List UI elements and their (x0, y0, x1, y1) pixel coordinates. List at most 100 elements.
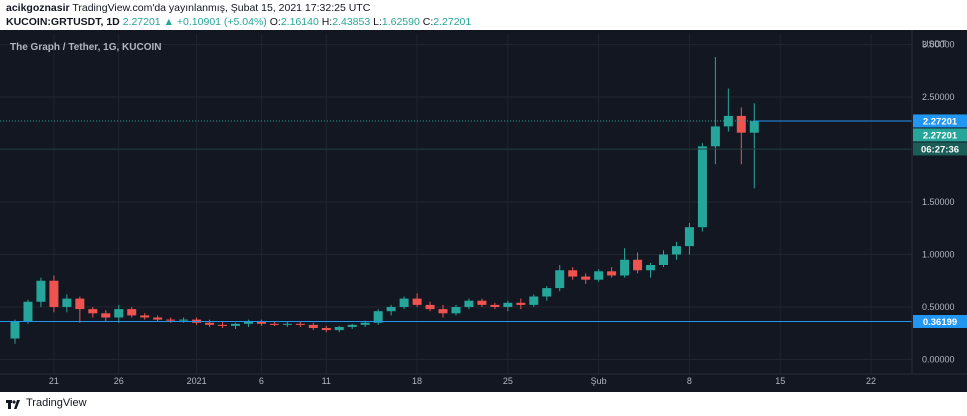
low-label: L: (373, 16, 382, 28)
candle (269, 321, 279, 326)
candlestick-chart[interactable]: The Graph / Tether, 1G, KUCOIN USDT 0.000… (0, 30, 967, 392)
y-tick-label: 3.00000 (922, 40, 955, 50)
candle (243, 319, 253, 327)
candle (723, 88, 733, 132)
candle (321, 325, 331, 333)
last-price: 2.27201 (122, 16, 161, 28)
candle-body (697, 146, 707, 228)
time-axis[interactable]: 21 26 2021 6 11 18 25 Şub 8 15 22 (0, 373, 967, 386)
candle (127, 307, 137, 318)
close-label: C: (422, 16, 434, 28)
price-lines (0, 120, 912, 322)
candle-body (166, 319, 176, 321)
candle-body (412, 298, 422, 305)
candle (88, 307, 98, 318)
publish-info: TradingView.com'da yayınlanmış, Şubat 15… (72, 2, 371, 14)
candle (425, 301, 435, 312)
reference-level-tag-bg (913, 314, 967, 328)
last-price-tag: 2.27201 (913, 114, 967, 128)
candle-body (568, 270, 578, 277)
candle-body (256, 321, 266, 324)
symbol-label: KUCOIN:GRTUSDT, 1D (6, 16, 120, 28)
candle (256, 319, 266, 326)
y-tick-label: 0.50000 (922, 302, 955, 312)
close-value: 2.27201 (433, 16, 472, 28)
open-label: O: (269, 16, 281, 28)
tradingview-logo-icon[interactable] (6, 398, 20, 410)
publish-line: acikgoznasir TradingView.com'da yayınlan… (6, 2, 370, 14)
candle (230, 322, 240, 330)
candle (347, 323, 357, 330)
candle-body (464, 300, 474, 307)
candle-body (230, 323, 240, 326)
candle-body (282, 323, 292, 325)
candle-body (127, 309, 137, 316)
candle (736, 107, 746, 165)
last-price-tag-bg (913, 114, 967, 128)
countdown-tag: 06:27:36 (913, 142, 967, 156)
close-price-tag-bg (913, 128, 967, 142)
candle (659, 250, 668, 268)
y-tick-label: 2.50000 (922, 92, 955, 102)
candle (334, 325, 344, 333)
y-tick-label: 1.50000 (922, 197, 955, 207)
candle (36, 277, 46, 307)
candle-body (218, 324, 228, 326)
candle (749, 103, 759, 189)
candle-body (360, 322, 370, 325)
candle (607, 267, 617, 278)
countdown-tag-text: 06:27:36 (921, 144, 959, 155)
candle (646, 262, 656, 278)
price-axis-bg (912, 30, 967, 392)
x-tick-label: Şub (591, 376, 607, 386)
reference-level-tag-text: 0.36199 (923, 317, 957, 328)
candle (373, 309, 383, 325)
candle (386, 304, 396, 316)
x-tick-label: 15 (775, 376, 785, 386)
candles (10, 57, 759, 344)
chart-panel[interactable]: The Graph / Tether, 1G, KUCOIN USDT 0.000… (0, 30, 967, 392)
x-tick-label: 25 (503, 376, 513, 386)
candle-body (723, 115, 733, 127)
y-tick-label: 1.00000 (922, 250, 955, 260)
candle-body (75, 298, 85, 310)
currency-label: USDT (922, 39, 947, 49)
candle-body (620, 259, 630, 276)
low-value: 1.62590 (381, 16, 420, 28)
candle-body (671, 246, 681, 255)
candle-body (114, 309, 124, 318)
candle-body (516, 302, 526, 305)
candle-body (36, 280, 46, 302)
candle (282, 321, 292, 327)
candle-body (243, 321, 253, 324)
x-tick-label: 6 (259, 376, 264, 386)
candle (710, 57, 720, 165)
candle (568, 267, 578, 280)
candle (75, 296, 85, 323)
candle-body (62, 298, 72, 307)
price-change: +0.10901 (+5.04%) (176, 16, 267, 28)
open-value: 2.16140 (280, 16, 319, 28)
candle-body (438, 309, 448, 314)
candle (49, 275, 59, 313)
close-price-tag: 2.27201 (913, 128, 967, 142)
candle (295, 321, 305, 327)
candle-body (659, 254, 668, 265)
tradingview-brand[interactable]: TradingView (26, 397, 87, 409)
author-name[interactable]: acikgoznasir (6, 2, 70, 14)
candle-body (581, 276, 591, 280)
candle (684, 223, 694, 255)
candle-body (88, 309, 98, 314)
x-tick-label: 26 (114, 376, 124, 386)
x-tick-label: 21 (49, 376, 59, 386)
candle (490, 302, 500, 310)
candle-body (529, 296, 539, 305)
candle-body (503, 302, 513, 307)
candle (308, 322, 318, 331)
candle-body (555, 270, 565, 289)
candle (620, 248, 630, 278)
symbol-line: KUCOIN:GRTUSDT, 1D 2.27201 ▲ +0.10901 (+… (6, 16, 471, 28)
price-axis[interactable]: USDT0.000000.500001.000001.500002.000002… (911, 30, 967, 392)
candle-body (399, 298, 409, 307)
candle (555, 265, 565, 292)
